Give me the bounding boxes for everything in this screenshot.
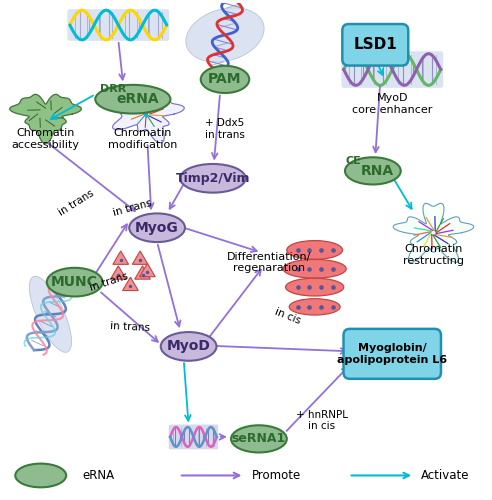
Text: in trans: in trans (110, 320, 151, 332)
Text: MyoD
core enhancer: MyoD core enhancer (352, 94, 432, 115)
Text: in trans: in trans (88, 271, 129, 293)
Polygon shape (110, 266, 126, 279)
Text: eRNA: eRNA (117, 92, 159, 106)
Text: MyoG: MyoG (135, 221, 179, 235)
Text: PAM: PAM (208, 72, 242, 86)
Text: DRR: DRR (100, 84, 126, 94)
Polygon shape (132, 251, 148, 264)
Text: in cis: in cis (274, 307, 303, 326)
Text: Chromatin
restructing: Chromatin restructing (403, 244, 464, 266)
Ellipse shape (285, 278, 344, 296)
Text: Chromatin
accessibility: Chromatin accessibility (12, 128, 80, 150)
Ellipse shape (47, 268, 102, 296)
Text: CE: CE (345, 156, 361, 166)
Polygon shape (135, 266, 151, 279)
FancyBboxPatch shape (67, 9, 169, 41)
Ellipse shape (15, 464, 66, 487)
Text: Activate: Activate (421, 469, 470, 482)
Ellipse shape (161, 332, 216, 361)
FancyBboxPatch shape (169, 424, 218, 450)
Text: MyoD: MyoD (167, 340, 211, 353)
Text: seRNA1: seRNA1 (232, 432, 286, 446)
Text: in trans: in trans (57, 188, 95, 218)
Ellipse shape (95, 85, 170, 114)
Polygon shape (393, 204, 474, 262)
Text: LSD1: LSD1 (353, 38, 397, 52)
Text: + hnRNPL
in cis: + hnRNPL in cis (296, 410, 348, 432)
Text: eRNA: eRNA (82, 469, 114, 482)
Ellipse shape (29, 276, 72, 352)
Polygon shape (123, 277, 138, 290)
Polygon shape (10, 94, 81, 144)
Ellipse shape (129, 214, 185, 242)
Ellipse shape (201, 66, 249, 93)
FancyBboxPatch shape (343, 329, 441, 379)
FancyBboxPatch shape (341, 51, 443, 88)
Ellipse shape (231, 426, 287, 452)
Ellipse shape (289, 298, 340, 315)
Text: + Ddx5
in trans: + Ddx5 in trans (205, 118, 245, 140)
Text: Myoglobin/
apolipoprotein L6: Myoglobin/ apolipoprotein L6 (337, 343, 447, 364)
Polygon shape (140, 264, 155, 276)
Text: RNA: RNA (361, 164, 394, 178)
Ellipse shape (283, 260, 346, 278)
Text: Timp2/Vim: Timp2/Vim (176, 172, 250, 185)
Text: MUNC: MUNC (51, 275, 98, 289)
Ellipse shape (287, 240, 342, 260)
Text: in trans: in trans (112, 198, 154, 218)
Text: Differentiation/
regenaration: Differentiation/ regenaration (226, 252, 311, 273)
Text: Promote: Promote (251, 469, 301, 482)
Ellipse shape (345, 158, 401, 184)
Text: Chromatin
modification: Chromatin modification (108, 128, 177, 150)
FancyBboxPatch shape (342, 24, 408, 66)
Polygon shape (113, 88, 184, 142)
Ellipse shape (180, 164, 246, 192)
Polygon shape (113, 251, 128, 264)
Ellipse shape (186, 8, 264, 62)
